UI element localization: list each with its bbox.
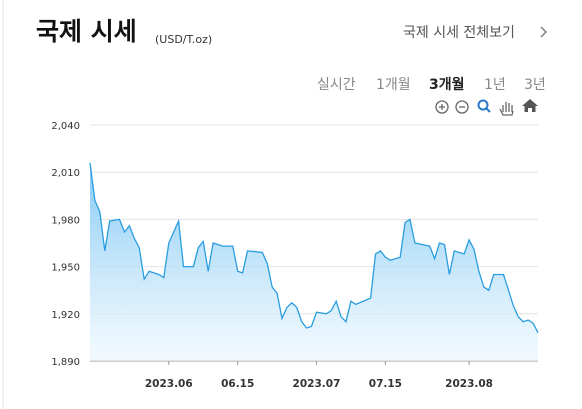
zoom-button[interactable] (477, 99, 491, 113)
y-tick-label: 1,950 (51, 263, 80, 274)
y-tick-label: 1,980 (51, 215, 80, 226)
period-tab[interactable]: 1개월 (376, 77, 411, 93)
x-tick-label: 06.15 (221, 378, 254, 390)
pan-button[interactable] (499, 102, 514, 116)
zoom-in-button[interactable] (435, 100, 449, 114)
area-fill (90, 162, 538, 361)
x-tick-label: 2023.08 (445, 378, 493, 390)
home-button[interactable] (522, 99, 538, 112)
x-tick-label: 2023.07 (293, 378, 341, 390)
x-tick-label: 07.15 (369, 378, 402, 390)
period-tab[interactable]: 3개월 (429, 76, 465, 93)
period-tab[interactable]: 1년 (484, 77, 506, 93)
price-line (89, 162, 539, 333)
period-tabs: 실시간 1개월 3개월 1년 3년 (317, 76, 546, 93)
y-tick-label: 1,920 (51, 310, 80, 321)
y-tick-label: 2,010 (51, 168, 80, 179)
period-tab[interactable]: 실시간 (317, 77, 356, 93)
title: 국제 시세 (36, 17, 137, 46)
period-tab[interactable]: 3년 (524, 77, 546, 93)
y-tick-label: 2,040 (51, 121, 80, 132)
unit: (USD/T.oz) (155, 33, 212, 46)
chevron[interactable] (540, 26, 547, 38)
zoom-out-button[interactable] (455, 100, 469, 114)
view-all-link[interactable]: 국제 시세 전체보기 (403, 25, 515, 41)
toolbar (435, 99, 538, 116)
y-tick-label: 1,890 (51, 357, 80, 368)
x-tick-label: 2023.06 (145, 378, 193, 390)
